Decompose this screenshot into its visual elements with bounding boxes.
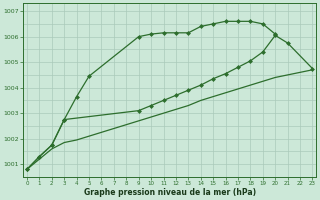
X-axis label: Graphe pression niveau de la mer (hPa): Graphe pression niveau de la mer (hPa) (84, 188, 256, 197)
